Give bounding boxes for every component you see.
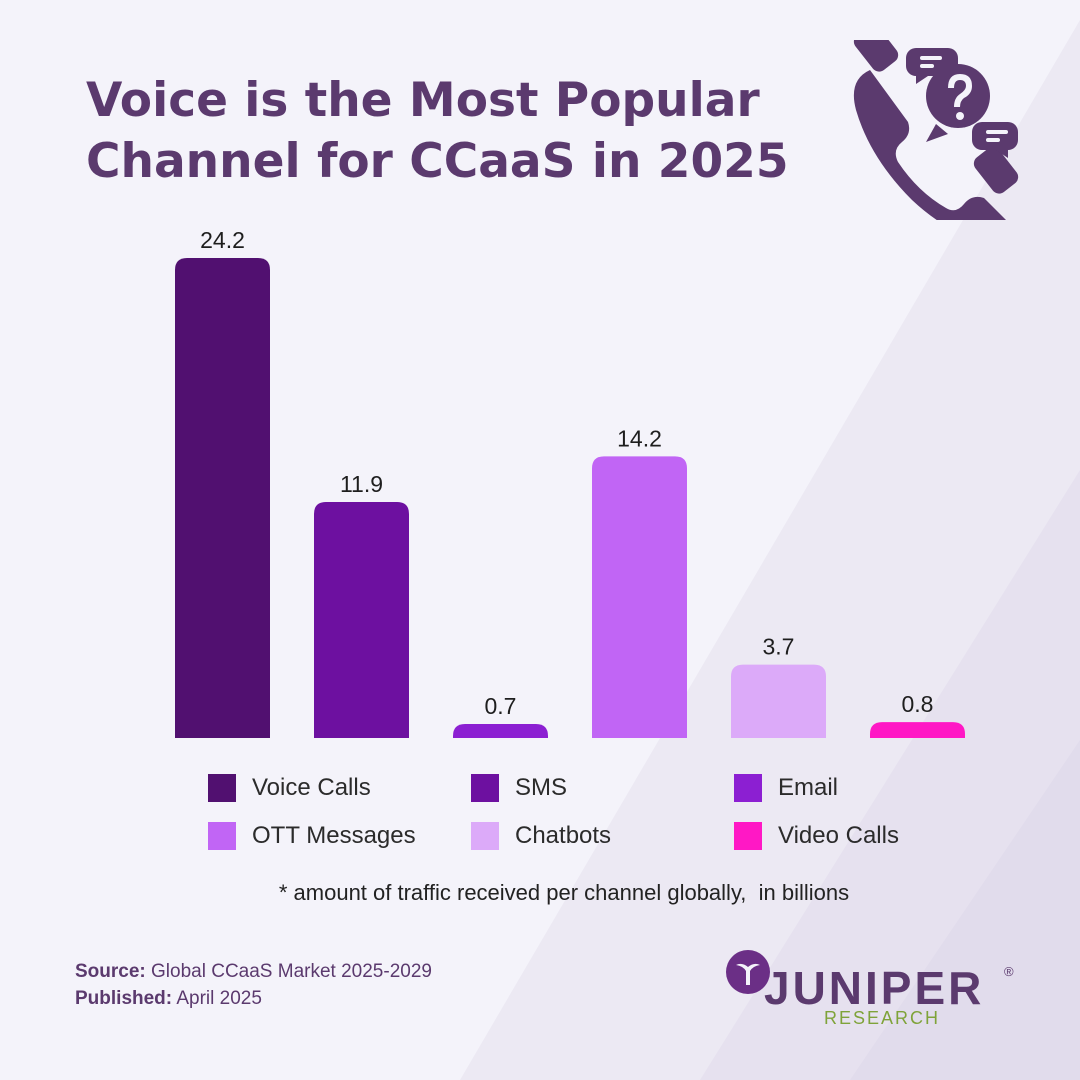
- legend-label: Email: [778, 774, 839, 801]
- chart-footnote: * amount of traffic received per channel…: [278, 880, 850, 905]
- data-label-email: 0.7: [485, 693, 517, 719]
- juniper-research-logo: JUNIPER ® RESEARCH: [722, 944, 1022, 1034]
- logo-subtitle: RESEARCH: [824, 1008, 941, 1028]
- legend-swatch: [734, 774, 762, 802]
- bar-ott-messages: [592, 456, 687, 738]
- legend-swatch: [208, 774, 236, 802]
- legend-item-chatbots: Chatbots: [471, 820, 734, 852]
- bar-email: [453, 724, 548, 738]
- logo-registered-mark: ®: [1004, 964, 1014, 979]
- juniper-logo-icon: [726, 950, 770, 994]
- legend-item-voice-calls: Voice Calls: [208, 772, 471, 804]
- data-label-video-calls: 0.8: [902, 691, 934, 717]
- chart-legend: Voice Calls SMS Email OTT Messages Chatbots V…: [208, 772, 988, 852]
- legend-label: Voice Calls: [252, 774, 371, 801]
- data-label-chatbots: 3.7: [763, 634, 795, 660]
- legend-item-video-calls: Video Calls: [734, 820, 988, 852]
- bar-voice-calls: [175, 258, 270, 738]
- legend-label: SMS: [515, 774, 568, 801]
- legend-item-ott-messages: OTT Messages: [208, 820, 471, 852]
- legend-item-email: Email: [734, 772, 988, 804]
- bar-chatbots: [731, 664, 826, 738]
- legend-label: Video Calls: [778, 822, 899, 849]
- bar-sms: [314, 501, 409, 738]
- legend-swatch: [471, 822, 499, 850]
- source-block: Source: Global CCaaS Market 2025-2029 Pu…: [75, 958, 432, 1012]
- legend-swatch: [471, 774, 499, 802]
- published-line: Published: April 2025: [75, 985, 432, 1012]
- title-line-1: Voice is the Most Popular: [86, 73, 760, 128]
- legend-label: OTT Messages: [252, 822, 416, 849]
- legend-label: Chatbots: [515, 822, 612, 849]
- data-label-ott-messages: 14.2: [617, 425, 662, 451]
- legend-item-sms: SMS: [471, 772, 734, 804]
- bar-chart: 24.2 11.9 0.7 14.2 3.7 0.8: [175, 227, 965, 738]
- published-value: April 2025: [172, 988, 262, 1009]
- title-line-2: Channel for CCaaS in 2025: [86, 134, 789, 189]
- data-label-voice-calls: 24.2: [200, 227, 245, 253]
- source-line: Source: Global CCaaS Market 2025-2029: [75, 958, 432, 985]
- bar-video-calls: [870, 722, 965, 738]
- legend-swatch: [208, 822, 236, 850]
- published-label: Published:: [75, 988, 173, 1009]
- phone-question-chat-icon: [853, 40, 1019, 220]
- data-label-sms: 11.9: [340, 471, 383, 497]
- page-title: Voice is the Most Popular Channel for CC…: [86, 70, 789, 192]
- source-value: Global CCaaS Market 2025-2029: [145, 961, 432, 982]
- legend-swatch: [734, 822, 762, 850]
- source-label: Source:: [75, 961, 146, 982]
- logo-wordmark: JUNIPER: [764, 962, 985, 1014]
